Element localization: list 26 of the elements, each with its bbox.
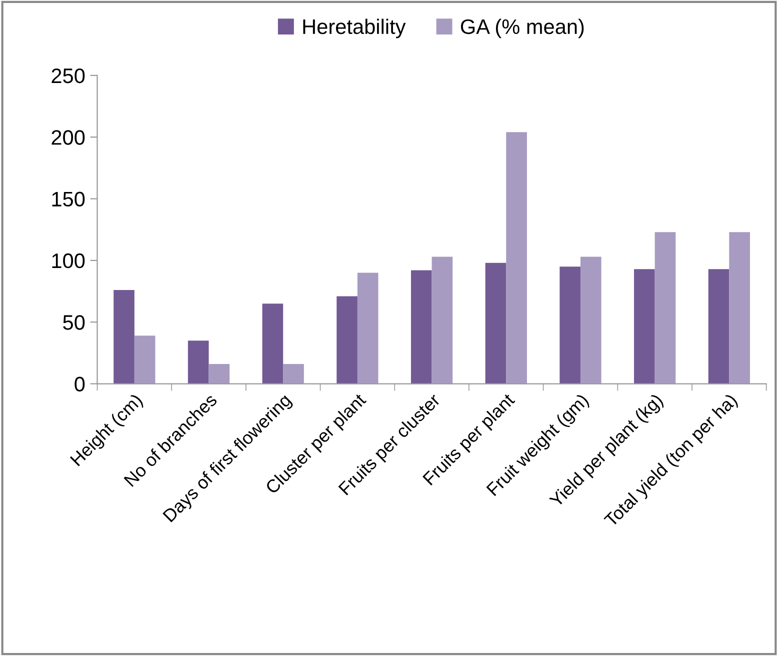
y-tick-label: 0 [74,376,85,392]
y-tick-label: 200 [52,130,85,145]
bar [357,272,378,384]
y-tick-label: 50 [63,315,85,330]
bar [283,364,304,384]
bar [134,336,156,384]
bar [114,290,134,384]
bar [654,232,676,384]
bar [432,256,453,384]
bar [580,256,602,384]
bar [708,269,730,384]
bar [262,304,284,384]
legend-label: Heretability [303,18,406,38]
bar [485,262,506,384]
bar [634,269,655,384]
y-tick-label: 100 [52,253,85,268]
legend-label: GA (% mean) [460,18,584,38]
bar [208,364,230,384]
bar [729,232,750,384]
bar [188,340,209,384]
bar [506,132,527,384]
bar [560,266,580,384]
bar [410,270,432,384]
y-tick-label: 250 [52,68,85,84]
bar [336,296,358,384]
y-tick-label: 150 [52,192,85,207]
